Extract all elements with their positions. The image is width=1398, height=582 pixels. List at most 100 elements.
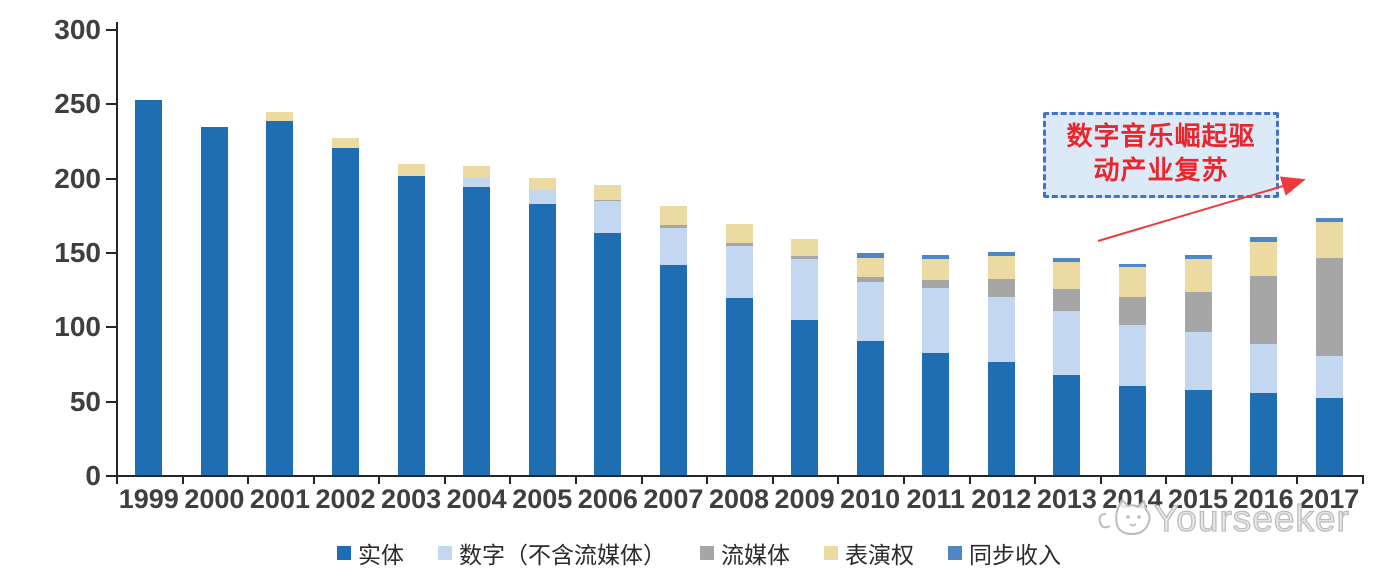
bar-segment-series3-2003 bbox=[397, 164, 425, 177]
x-axis-tick-label: 2004 bbox=[446, 484, 507, 514]
bar-segment-series3-2007 bbox=[659, 205, 687, 226]
x-axis-tick-label: 2017 bbox=[1299, 484, 1360, 514]
x-axis-tick-label: 2015 bbox=[1168, 484, 1229, 514]
x-axis-tick bbox=[1034, 477, 1037, 484]
x-axis-tick bbox=[902, 477, 905, 484]
bar-segment-series4-2014 bbox=[1118, 263, 1146, 267]
x-axis-tick bbox=[1165, 477, 1168, 484]
bar-segment-series2-2017 bbox=[1315, 257, 1343, 357]
legend-item-4: 同步收入 bbox=[948, 536, 1061, 570]
bar-segment-series1-2015 bbox=[1184, 332, 1212, 391]
x-axis-tick-label: 2009 bbox=[774, 484, 835, 514]
y-axis-tick-label: 100 bbox=[54, 311, 101, 343]
bar-segment-series3-2013 bbox=[1053, 262, 1081, 290]
legend-item-1: 数字（不含流媒体） bbox=[438, 536, 666, 570]
bar-segment-series1-2006 bbox=[594, 201, 622, 233]
x-axis-tick-label: 2013 bbox=[1036, 484, 1097, 514]
bar-segment-series4-2012 bbox=[987, 252, 1015, 257]
cat-logo-icon bbox=[1098, 499, 1151, 535]
watermark-text: Yourseeker bbox=[1153, 497, 1350, 539]
x-axis-tick-label: 2007 bbox=[643, 484, 704, 514]
legend-label-1: 数字（不含流媒体） bbox=[459, 543, 666, 569]
bar-segment-series0-2001 bbox=[266, 121, 294, 475]
bar-segment-series4-2016 bbox=[1250, 237, 1278, 242]
bar-segment-series0-2015 bbox=[1184, 390, 1212, 475]
x-axis-line bbox=[116, 475, 1364, 477]
legend-swatch-1 bbox=[438, 546, 452, 560]
bar-segment-series2-2014 bbox=[1118, 296, 1146, 325]
bar-segment-series1-2012 bbox=[987, 296, 1015, 362]
x-axis-tick-label: 2000 bbox=[184, 484, 245, 514]
bar-segment-series0-2017 bbox=[1315, 397, 1343, 475]
legend-swatch-3 bbox=[824, 546, 838, 560]
y-axis-tick-label: 150 bbox=[54, 237, 101, 268]
x-axis-tick bbox=[837, 477, 840, 484]
x-axis-tick bbox=[771, 477, 774, 484]
bar-segment-series0-2005 bbox=[528, 204, 556, 475]
bar-segment-series4-2015 bbox=[1184, 254, 1212, 260]
y-axis-tick bbox=[106, 177, 116, 180]
bar-segment-series2-2006 bbox=[594, 199, 622, 202]
x-axis-tick bbox=[181, 477, 184, 484]
bar-segment-series3-2012 bbox=[987, 256, 1015, 279]
legend-item-3: 表演权 bbox=[824, 536, 914, 570]
bar-segment-series0-2004 bbox=[463, 186, 491, 475]
y-axis-tick bbox=[106, 326, 116, 329]
y-axis-tick bbox=[106, 103, 116, 106]
legend-item-2: 流媒体 bbox=[700, 536, 790, 570]
bar-segment-series2-2007 bbox=[659, 225, 687, 229]
bar-segment-series2-2010 bbox=[856, 277, 884, 282]
x-axis-tick-label: 1999 bbox=[118, 484, 179, 514]
bar-segment-series3-2016 bbox=[1250, 241, 1278, 276]
x-axis-tick bbox=[509, 477, 512, 484]
bar-segment-series0-2002 bbox=[332, 147, 360, 475]
bar-segment-series2-2008 bbox=[725, 243, 753, 247]
bar-segment-series3-2017 bbox=[1315, 222, 1343, 258]
bar-segment-series3-2015 bbox=[1184, 259, 1212, 293]
y-axis-tick-label: 200 bbox=[54, 162, 101, 194]
bar-segment-series1-2011 bbox=[922, 287, 950, 354]
bar-segment-series2-2015 bbox=[1184, 292, 1212, 333]
x-axis-tick bbox=[378, 477, 381, 484]
x-axis-tick-label: 2010 bbox=[840, 484, 901, 514]
y-axis-tick-label: 0 bbox=[85, 460, 101, 491]
bar-segment-series1-2016 bbox=[1250, 344, 1278, 394]
x-axis-tick bbox=[575, 477, 578, 484]
x-axis-tick-label: 2003 bbox=[381, 484, 442, 514]
x-axis-tick bbox=[1099, 477, 1102, 484]
y-axis-line bbox=[116, 22, 118, 477]
bar-segment-series1-2004 bbox=[463, 177, 491, 187]
bar-segment-series0-2012 bbox=[987, 362, 1015, 475]
bar-segment-series1-2008 bbox=[725, 246, 753, 299]
bar-segment-series4-2017 bbox=[1315, 217, 1343, 223]
bar-segment-series1-2009 bbox=[791, 259, 819, 321]
bar-segment-series3-2001 bbox=[266, 112, 294, 122]
bar-segment-series0-2011 bbox=[922, 353, 950, 475]
annotation-text-line1: 数字音乐崛起驱 bbox=[1066, 122, 1256, 153]
x-axis-tick bbox=[1296, 477, 1299, 484]
x-axis-tick-label: 2012 bbox=[971, 484, 1032, 514]
legend-swatch-0 bbox=[337, 546, 351, 560]
bar-segment-series3-2014 bbox=[1118, 266, 1146, 297]
bar-segment-series4-2011 bbox=[922, 254, 950, 260]
bar-segment-series3-2004 bbox=[463, 165, 491, 178]
x-axis-tick-label: 2008 bbox=[708, 484, 770, 514]
bar-segment-series0-2007 bbox=[659, 265, 687, 475]
bar-segment-series0-2006 bbox=[594, 232, 622, 475]
y-axis-tick bbox=[106, 400, 116, 403]
bar-segment-series0-2010 bbox=[856, 341, 884, 475]
bar-segment-series1-2017 bbox=[1315, 356, 1343, 398]
x-axis-tick-label: 2001 bbox=[249, 484, 310, 514]
bar-segment-series3-2002 bbox=[332, 137, 360, 148]
x-axis-tick bbox=[443, 477, 446, 484]
x-axis-tick bbox=[706, 477, 709, 484]
bar-segment-series2-2011 bbox=[922, 280, 950, 288]
y-axis-tick-label: 250 bbox=[54, 88, 101, 120]
legend-label-4: 同步收入 bbox=[969, 543, 1061, 569]
bar-segment-series1-2013 bbox=[1053, 311, 1081, 376]
bar-segment-series0-2016 bbox=[1250, 393, 1278, 475]
x-axis-tick-label: 2011 bbox=[906, 484, 966, 514]
bar-segment-series3-2006 bbox=[594, 185, 622, 200]
bar-segment-series0-2000 bbox=[200, 127, 228, 475]
